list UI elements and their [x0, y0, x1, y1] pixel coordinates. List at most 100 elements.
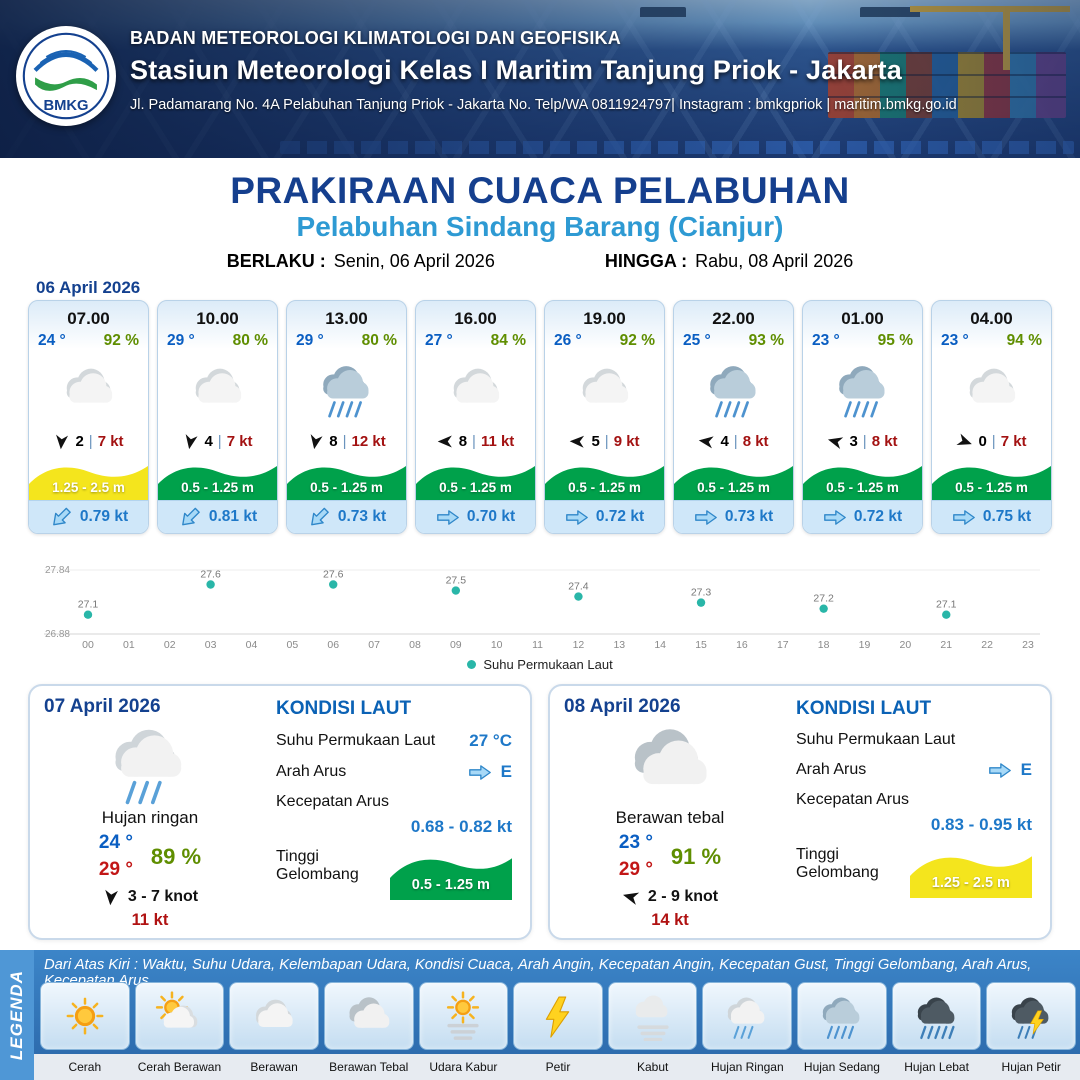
- legend-item: Cerah Berawan: [134, 982, 225, 1080]
- wind-direction-icon: [698, 433, 715, 450]
- wind-separator: |: [733, 432, 738, 450]
- wave-height-value: 0.5 - 1.25 m: [181, 480, 254, 495]
- legend-item: Hujan Ringan: [702, 982, 793, 1080]
- svg-text:11: 11: [532, 639, 543, 651]
- svg-text:19: 19: [859, 639, 871, 651]
- wind-speed: 5: [591, 432, 600, 450]
- bmkg-logo: BMKG: [16, 26, 116, 126]
- sea-conditions-heading: KONDISI LAUT: [796, 698, 932, 719]
- sea-conditions: KONDISI LAUT Suhu Permukaan Laut Arah Ar…: [776, 696, 1032, 928]
- weather-icon: [674, 350, 793, 428]
- svg-text:14: 14: [654, 639, 666, 651]
- forecast-time: 16.00: [454, 309, 497, 328]
- current-direction-icon: [307, 507, 331, 526]
- current-speed-value: 0.68 - 0.82 kt: [410, 817, 512, 836]
- daily-condition: Berawan tebal: [615, 808, 725, 827]
- wave-height-value: 1.25 - 2.5 m: [931, 875, 1010, 891]
- wind-row: 8 | 11 kt: [416, 428, 535, 454]
- current-direction-value: E: [500, 762, 512, 781]
- humidity: 95 %: [877, 332, 913, 349]
- wave-height-badge: 0.5 - 1.25 m: [545, 458, 664, 500]
- svg-text:01: 01: [123, 639, 135, 651]
- forecast-card: 22.00 25 ° 93 % 4 | 8 kt 0.5 - 1.25 m 0.…: [673, 300, 794, 534]
- valid-to-label: HINGGA :: [604, 251, 688, 271]
- current-direction: E: [988, 760, 1032, 780]
- forecast-card: 04.00 23 ° 94 % 0 | 7 kt 0.5 - 1.25 m 0.…: [931, 300, 1052, 534]
- valid-from-label: BERLAKU :: [226, 251, 326, 271]
- humidity: 80 %: [232, 332, 268, 349]
- wind-gust: 11 kt: [480, 432, 515, 450]
- daily-wind-row: 3 - 7 knot: [44, 888, 256, 906]
- svg-text:08: 08: [409, 639, 421, 651]
- daily-date: 07 April 2026: [44, 696, 161, 717]
- daily-humidity: 89 %: [150, 843, 202, 869]
- svg-text:02: 02: [164, 639, 176, 651]
- forecast-time: 19.00: [583, 309, 626, 328]
- sst-chart-plot: 27.84 26.88 00 01 02 03 04 05 06 07 08 09 10 11 12 13 14…: [44, 565, 1040, 651]
- wave-shape-icon: [287, 466, 406, 500]
- validity-row: BERLAKU : Senin, 06 April 2026 HINGGA : Ra…: [0, 251, 1080, 272]
- daily-humidity: 91 %: [670, 843, 722, 869]
- legend-weather-icon: [797, 982, 887, 1050]
- series-name: Suhu Permukaan Laut: [483, 657, 613, 672]
- svg-text:21: 21: [940, 639, 952, 651]
- legend-weather-icon: [134, 982, 225, 1050]
- svg-text:27.5: 27.5: [446, 575, 467, 587]
- legend-label: Kabut: [636, 1060, 669, 1074]
- header-text: BADAN METEOROLOGI KLIMATOLOGI DAN GEOFIS…: [130, 28, 1050, 113]
- legend-weather-icon: [702, 982, 793, 1050]
- wind-direction-icon: [956, 433, 973, 450]
- legend-item: Kabut: [607, 982, 698, 1080]
- daily-forecast-card: 07 April 2026 Hujan ringan 24 ° 29 ° 89 …: [28, 684, 532, 940]
- sst-label: Suhu Permukaan Laut: [796, 731, 956, 748]
- forecast-date: 06 April 2026: [36, 278, 141, 297]
- temp-humidity-row: 24 ° 92 %: [29, 329, 148, 350]
- weather-icon: [545, 350, 664, 428]
- weather-icon: [158, 350, 277, 428]
- temp-humidity-row: 29 ° 80 %: [287, 329, 406, 350]
- wind-row: 0 | 7 kt: [932, 428, 1051, 454]
- svg-text:27.6: 27.6: [323, 569, 344, 581]
- forecast-time: 04.00: [970, 309, 1013, 328]
- daily-weather-icon: [44, 718, 256, 808]
- sea-conditions: KONDISI LAUT Suhu Permukaan Laut 27 °C A…: [256, 696, 512, 928]
- wind-gust: 8 kt: [871, 432, 898, 450]
- legend-label-strip: [34, 1054, 1080, 1080]
- wave-shape-icon: [932, 466, 1051, 500]
- legend-label: Petir: [545, 1060, 571, 1074]
- legend-weather-icon: [229, 982, 319, 1050]
- wave-height-badge: 0.5 - 1.25 m: [389, 848, 512, 900]
- humidity: 94 %: [1006, 332, 1042, 349]
- legend-weather-icon: [418, 982, 509, 1050]
- current-row: 0.73 kt: [674, 500, 793, 533]
- air-temperature: 23 °: [812, 332, 840, 349]
- legend-label: Udara Kabur: [429, 1060, 498, 1074]
- sst-chart: 27.84 26.88 00 01 02 03 04 05 06 07 08 09 10 11 12 13 14…: [28, 556, 1052, 652]
- legend-bar: LEGENDA Dari Atas Kiri : Waktu, Suhu Uda…: [0, 950, 1080, 1080]
- svg-text:00: 00: [82, 639, 94, 651]
- temp-humidity-row: 26 ° 92 %: [545, 329, 664, 350]
- wind-separator: |: [88, 432, 93, 450]
- daily-forecast-card: 08 April 2026 Berawan tebal 23 ° 29 ° 91…: [548, 684, 1052, 940]
- wind-speed: 8: [329, 432, 338, 450]
- wind-separator: |: [604, 432, 609, 450]
- legend-label: Hujan Sedang: [803, 1060, 880, 1074]
- sea-conditions-heading: KONDISI LAUT: [276, 698, 412, 719]
- current-speed-value: 0.83 - 0.95 kt: [930, 815, 1032, 834]
- wave-height-value: 1.25 - 2.5 m: [52, 480, 125, 495]
- forecast-card: 01.00 23 ° 95 % 3 | 8 kt 0.5 - 1.25 m 0.…: [802, 300, 923, 534]
- current-direction: E: [468, 762, 512, 782]
- legend-label: Hujan Petir: [1001, 1060, 1061, 1074]
- wind-gust: 7 kt: [1000, 432, 1027, 450]
- wave-height-row: Tinggi Gelombang 1.25 - 2.5 m: [796, 846, 1032, 898]
- wind-direction-icon: [827, 433, 844, 450]
- wave-height-badge: 0.5 - 1.25 m: [158, 458, 277, 500]
- legend-item: Berawan Tebal: [323, 982, 414, 1080]
- current-speed: 0.70 kt: [466, 508, 516, 525]
- valid-to-value: Rabu, 08 April 2026: [695, 251, 854, 271]
- temp-humidity-row: 27 ° 84 %: [416, 329, 535, 350]
- wave-height-badge: 0.5 - 1.25 m: [416, 458, 535, 500]
- wind-row: 4 | 7 kt: [158, 428, 277, 454]
- daily-temps: 23 ° 29 ° 91 %: [564, 832, 776, 881]
